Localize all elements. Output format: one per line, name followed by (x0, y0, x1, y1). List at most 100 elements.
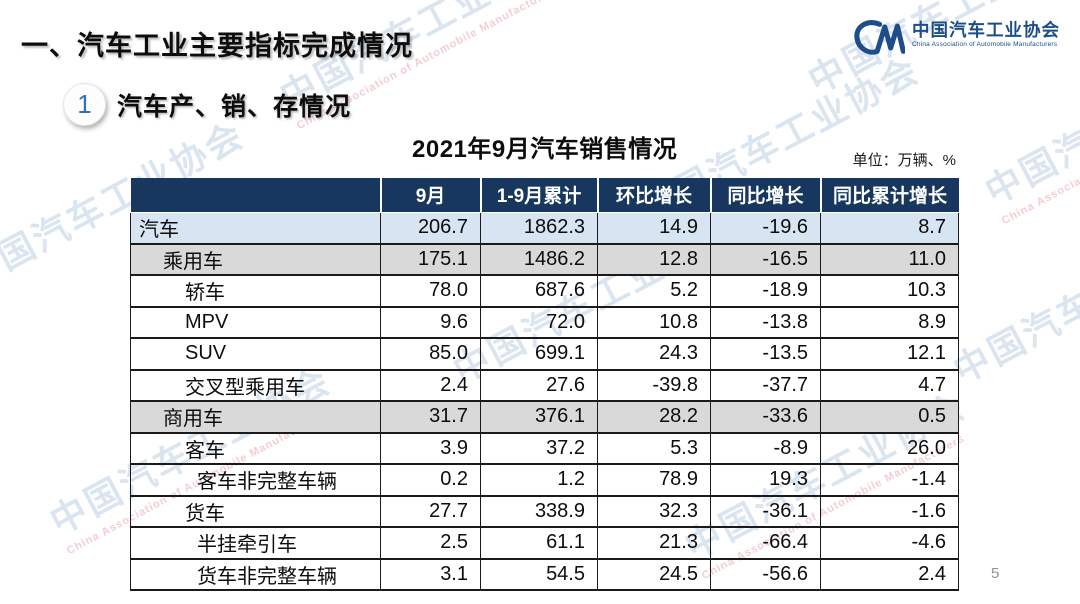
cell-value: 31.7 (380, 401, 481, 434)
table-row: 轿车 78.0 687.6 5.2 -18.9 10.3 (130, 275, 959, 308)
row-label: SUV (130, 338, 381, 371)
cell-value: 2.4 (380, 369, 481, 402)
cell-value: 4.7 (820, 369, 959, 402)
cell-value: 85.0 (380, 338, 481, 371)
row-label: 客车 (130, 432, 381, 465)
cell-value: 72.0 (480, 306, 598, 339)
row-label: 客车非完整车辆 (130, 464, 381, 497)
cell-value: 206.7 (380, 212, 481, 245)
cell-value: 14.9 (597, 212, 711, 245)
cell-value: 27.6 (480, 369, 598, 402)
cell-value: 699.1 (480, 338, 598, 371)
cell-value: 26.0 (820, 432, 959, 465)
cell-value: 1486.2 (480, 243, 598, 276)
column-header: 1-9月累计 (479, 178, 598, 213)
cell-value: -18.9 (710, 275, 821, 308)
table-row: SUV 85.0 699.1 24.3 -13.5 12.1 (130, 338, 959, 371)
column-header: 9月 (379, 178, 481, 213)
logo-name-cn: 中国汽车工业协会 (912, 20, 1060, 40)
caam-logo: 中国汽车工业协会 China Association of Automobile… (851, 16, 1060, 58)
cell-value: -4.6 (820, 527, 959, 560)
page-title: 一、汽车工业主要指标完成情况 (21, 31, 413, 61)
table-row: 乘用车 175.1 1486.2 12.8 -16.5 11.0 (130, 243, 959, 276)
cell-value: 10.3 (820, 275, 959, 308)
cell-value: -1.4 (820, 464, 959, 497)
row-label: 乘用车 (130, 243, 381, 276)
cell-value: 0.5 (820, 401, 959, 434)
row-label: MPV (130, 306, 381, 339)
table-row: 半挂牵引车 2.5 61.1 21.3 -66.4 -4.6 (130, 527, 959, 560)
cell-value: 5.2 (597, 275, 711, 308)
section-header: 1 汽车产、销、存情况 (63, 83, 351, 126)
cell-value: 19.3 (710, 464, 821, 497)
table-header-row: 9月 1-9月累计 环比增长 同比增长 同比累计增长 (130, 178, 959, 213)
cell-value: 10.8 (597, 306, 711, 339)
column-header: 同比累计增长 (819, 178, 959, 213)
row-label: 轿车 (130, 275, 381, 308)
cell-value: 0.2 (380, 464, 481, 497)
row-label: 汽车 (130, 212, 381, 245)
unit-note: 单位：万辆、% (852, 152, 956, 169)
cell-value: -66.4 (710, 527, 821, 560)
logo-name-en: China Association of Automobile Manufact… (912, 41, 1058, 49)
table-row: 客车 3.9 37.2 5.3 -8.9 26.0 (130, 432, 959, 465)
cell-value: 376.1 (480, 401, 598, 434)
cell-value: 338.9 (480, 495, 598, 528)
cell-value: 2.4 (820, 558, 959, 591)
cell-value: -19.6 (710, 212, 821, 245)
cell-value: 8.7 (820, 212, 959, 245)
cell-value: 24.3 (597, 338, 711, 371)
row-label: 半挂牵引车 (130, 527, 381, 560)
cell-value: 27.7 (380, 495, 481, 528)
section-number-badge: 1 (63, 83, 106, 126)
cell-value: 28.2 (597, 401, 711, 434)
cell-value: 3.1 (380, 558, 481, 591)
sales-table: 9月 1-9月累计 环比增长 同比增长 同比累计增长 汽车 206.7 1862.3 14.9… (130, 178, 959, 591)
column-header-empty (130, 178, 381, 213)
table-row: 货车 27.7 338.9 32.3 -36.1 -1.6 (130, 495, 959, 528)
cell-value: 175.1 (380, 243, 481, 276)
cell-value: 11.0 (820, 243, 959, 276)
cell-value: -13.8 (710, 306, 821, 339)
cell-value: -1.6 (820, 495, 959, 528)
cm-logo-icon (854, 20, 905, 55)
section-title: 汽车产、销、存情况 (117, 92, 352, 121)
cell-value: 8.9 (820, 306, 959, 339)
cell-value: 12.1 (820, 338, 959, 371)
table-body: 汽车 206.7 1862.3 14.9 -19.6 8.7 乘用车 175.1 1486.2 1… (130, 212, 959, 591)
page-number: 5 (991, 565, 1000, 582)
cell-value: 2.5 (380, 527, 481, 560)
cell-value: 5.3 (597, 432, 711, 465)
column-header: 同比增长 (709, 178, 821, 213)
table-title: 2021年9月汽车销售情况 (412, 136, 678, 163)
cell-value: -13.5 (710, 338, 821, 371)
table-row: 货车非完整车辆 3.1 54.5 24.5 -56.6 2.4 (130, 558, 959, 591)
cell-value: 9.6 (380, 306, 481, 339)
cell-value: 21.3 (597, 527, 711, 560)
cell-value: -16.5 (710, 243, 821, 276)
cell-value: -39.8 (597, 369, 711, 402)
cell-value: -37.7 (710, 369, 821, 402)
cell-value: -8.9 (710, 432, 821, 465)
cell-value: 32.3 (597, 495, 711, 528)
table-row: MPV 9.6 72.0 10.8 -13.8 8.9 (130, 306, 959, 339)
cell-value: 54.5 (480, 558, 598, 591)
cell-value: 78.9 (597, 464, 711, 497)
logo-text: 中国汽车工业协会 China Association of Automobile… (912, 16, 1060, 49)
row-label: 货车非完整车辆 (130, 558, 381, 591)
table-row: 客车非完整车辆 0.2 1.2 78.9 19.3 -1.4 (130, 464, 959, 497)
cell-value: 1.2 (480, 464, 598, 497)
row-label: 商用车 (130, 401, 381, 434)
table-row: 交叉型乘用车 2.4 27.6 -39.8 -37.7 4.7 (130, 369, 959, 402)
cell-value: 24.5 (597, 558, 711, 591)
column-header: 环比增长 (596, 178, 711, 213)
cell-value: 61.1 (480, 527, 598, 560)
table-row: 商用车 31.7 376.1 28.2 -33.6 0.5 (130, 401, 959, 434)
cell-value: 37.2 (480, 432, 598, 465)
row-label: 货车 (130, 495, 381, 528)
table-row: 汽车 206.7 1862.3 14.9 -19.6 8.7 (130, 212, 959, 245)
cell-value: 78.0 (380, 275, 481, 308)
cell-value: 1862.3 (480, 212, 598, 245)
cell-value: 687.6 (480, 275, 598, 308)
